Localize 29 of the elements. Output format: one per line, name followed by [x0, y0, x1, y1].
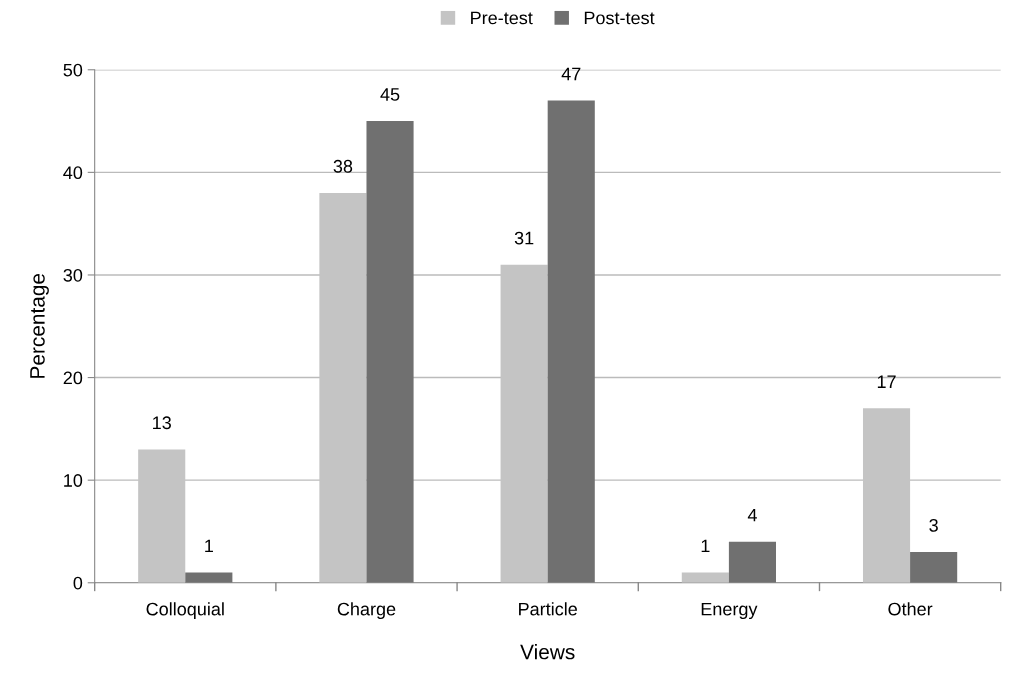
bar	[547, 100, 595, 583]
data-label: 13	[153, 416, 171, 430]
data-label: 1	[701, 539, 710, 553]
bar	[366, 121, 414, 583]
x-tick-label: Colloquial	[146, 602, 224, 620]
data-label: 47	[561, 67, 581, 81]
y-tick-label: 10	[64, 474, 83, 487]
data-label: 3	[929, 518, 938, 532]
y-tick-label: 50	[63, 63, 83, 77]
bar	[910, 551, 958, 583]
legend-label: Post-test	[584, 11, 655, 25]
y-tick-label: 40	[63, 166, 83, 180]
data-label: 17	[877, 375, 896, 388]
y-tick-label: 30	[63, 268, 83, 282]
bar	[728, 541, 776, 583]
legend-label: Pre-test	[471, 11, 533, 25]
y-axis-title: Percentage	[30, 273, 49, 378]
x-axis-title: Views	[520, 644, 575, 660]
data-label: 45	[380, 88, 400, 101]
x-tick-label: Particle	[519, 602, 577, 616]
data-label: 1	[205, 539, 213, 553]
x-tick-label: Other	[888, 602, 933, 616]
data-label: 31	[514, 231, 534, 245]
x-tick-label: Energy	[701, 602, 758, 620]
y-tick-label: 20	[63, 371, 83, 385]
data-label: 38	[333, 159, 353, 173]
data-label: 4	[747, 508, 757, 522]
y-tick-label: 0	[73, 576, 83, 590]
x-tick-label: Charge	[337, 602, 396, 620]
